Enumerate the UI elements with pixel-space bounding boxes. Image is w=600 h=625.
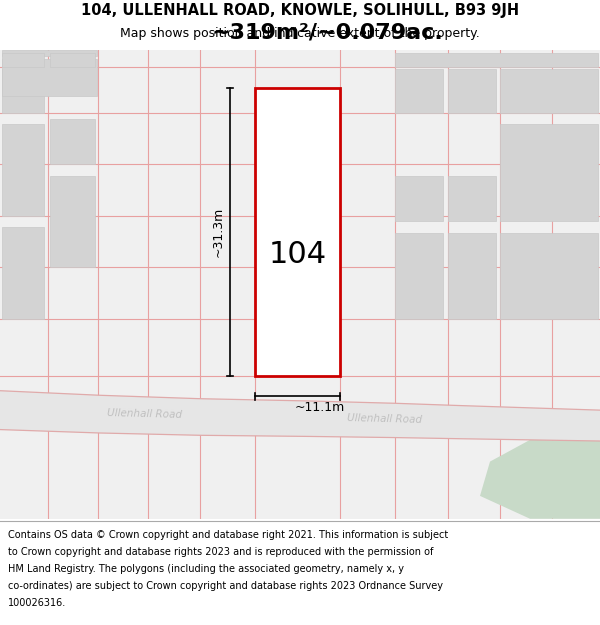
- Polygon shape: [480, 440, 600, 519]
- Bar: [448, 233, 496, 319]
- Text: Contains OS data © Crown copyright and database right 2021. This information is : Contains OS data © Crown copyright and d…: [8, 530, 448, 540]
- Bar: [2, 124, 44, 216]
- Bar: [50, 119, 95, 164]
- Bar: [500, 124, 598, 221]
- Text: to Crown copyright and database rights 2023 and is reproduced with the permissio: to Crown copyright and database rights 2…: [8, 547, 433, 557]
- Text: 104: 104: [268, 241, 326, 269]
- Bar: [395, 176, 443, 221]
- Bar: [255, 88, 340, 376]
- Bar: [395, 69, 443, 113]
- Bar: [500, 233, 598, 319]
- Text: Ullenhall Road: Ullenhall Road: [107, 408, 182, 419]
- Bar: [448, 69, 496, 113]
- Text: 104, ULLENHALL ROAD, KNOWLE, SOLIHULL, B93 9JH: 104, ULLENHALL ROAD, KNOWLE, SOLIHULL, B…: [81, 2, 519, 18]
- Bar: [2, 69, 44, 113]
- Bar: [448, 176, 496, 221]
- Text: HM Land Registry. The polygons (including the associated geometry, namely x, y: HM Land Registry. The polygons (includin…: [8, 564, 404, 574]
- Bar: [50, 53, 95, 67]
- Bar: [395, 233, 443, 319]
- Bar: [2, 53, 44, 67]
- Bar: [500, 69, 598, 113]
- Bar: [2, 50, 97, 56]
- Text: 100026316.: 100026316.: [8, 598, 66, 608]
- Text: ~11.1m: ~11.1m: [295, 401, 344, 414]
- Text: co-ordinates) are subject to Crown copyright and database rights 2023 Ordnance S: co-ordinates) are subject to Crown copyr…: [8, 581, 443, 591]
- Polygon shape: [0, 391, 600, 441]
- Text: Ullenhall Road: Ullenhall Road: [347, 413, 422, 425]
- Text: Map shows position and indicative extent of the property.: Map shows position and indicative extent…: [120, 28, 480, 40]
- Text: ~319m²/~0.079ac.: ~319m²/~0.079ac.: [212, 23, 443, 43]
- Bar: [2, 59, 97, 96]
- Bar: [395, 53, 598, 67]
- Bar: [2, 228, 44, 319]
- Bar: [50, 176, 95, 268]
- Text: ~31.3m: ~31.3m: [212, 207, 224, 257]
